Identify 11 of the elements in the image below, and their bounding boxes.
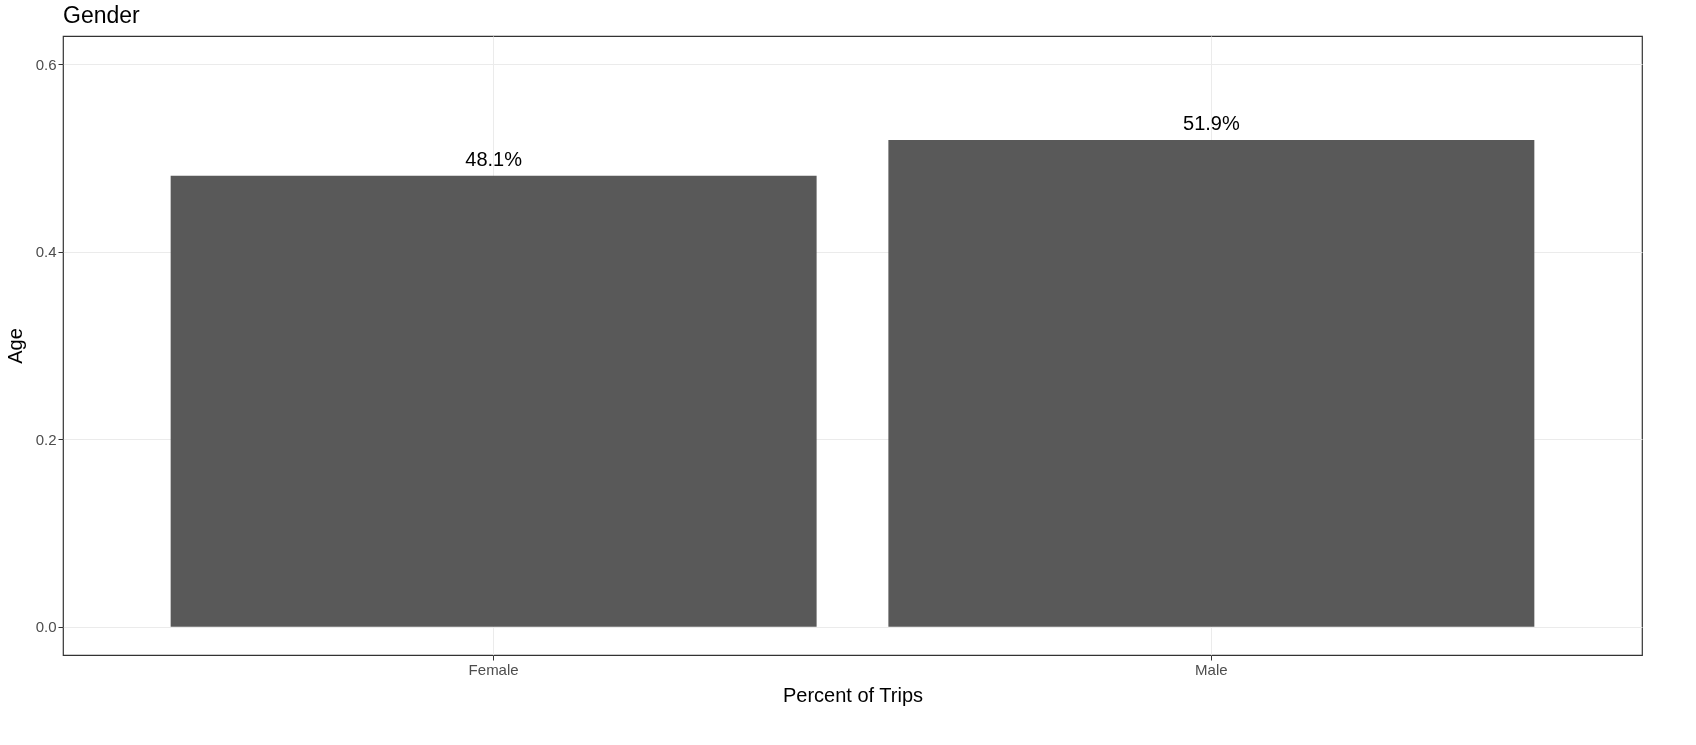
y-tick-label: 0.4: [35, 243, 57, 261]
y-axis-title: Age: [3, 328, 26, 364]
x-tick-label: Female: [468, 660, 519, 678]
y-tick-label: 0.2: [35, 430, 57, 448]
y-tick-label: 0.0: [35, 618, 57, 636]
x-axis-title: Percent of Trips: [782, 683, 924, 706]
data-label: 51.9%: [1183, 112, 1240, 135]
data-label: 48.1%: [465, 147, 523, 170]
chart-title: Gender: [63, 2, 141, 28]
y-tick-label: 0.6: [35, 55, 57, 73]
x-tick-label: Male: [1195, 660, 1228, 678]
